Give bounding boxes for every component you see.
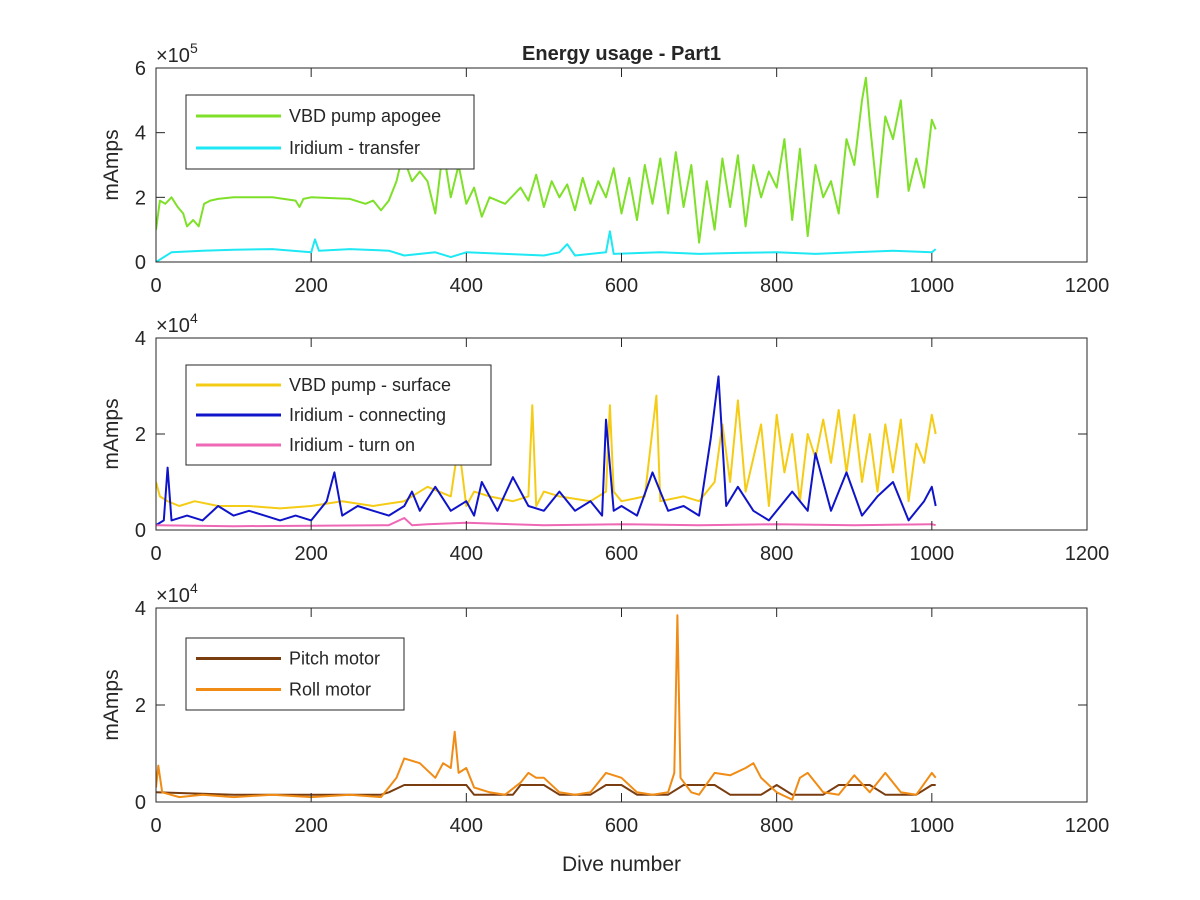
legend-entry: VBD pump apogee — [289, 106, 441, 126]
legend-entry: Iridium - transfer — [289, 138, 420, 158]
x-tick-label: 400 — [450, 815, 483, 837]
y-axis-label: mAmps — [100, 669, 123, 740]
x-tick-label: 200 — [294, 815, 327, 837]
series-line-2 — [156, 614, 937, 801]
x-axis-label: Dive number — [562, 853, 681, 876]
x-tick-label: 0 — [150, 543, 161, 565]
x-tick-label: 200 — [294, 275, 327, 297]
series-line-1 — [156, 784, 936, 796]
y-exponent-label: ×105 — [156, 40, 198, 67]
x-tick-label: 1200 — [1065, 275, 1110, 297]
subplot-1: 0 200 400 600 800 1000 1200 0 2 4 6 ×105 mAmps Energy… — [100, 40, 1109, 297]
legend-entry: Pitch motor — [289, 649, 380, 669]
series-line-1 — [156, 76, 937, 244]
legend-entry: Iridium - turn on — [289, 435, 415, 455]
y-axis-label: mAmps — [100, 129, 123, 200]
exponent-power: 4 — [190, 310, 198, 326]
exponent-base: ×10 — [156, 45, 190, 67]
x-tick-label: 600 — [605, 543, 638, 565]
y-tick-label: 6 — [135, 58, 146, 80]
x-tick-label: 600 — [605, 815, 638, 837]
x-tick-label: 0 — [150, 815, 161, 837]
x-tick-label: 1000 — [910, 815, 955, 837]
x-tick-label: 400 — [450, 275, 483, 297]
x-tick-label: 800 — [760, 815, 793, 837]
y-exponent-label: ×104 — [156, 580, 198, 607]
chart-title: Energy usage - Part1 — [522, 43, 721, 65]
y-tick-label: 0 — [135, 792, 146, 814]
series-group — [156, 76, 937, 262]
series-line-2 — [156, 230, 937, 262]
x-tick-label: 1200 — [1065, 815, 1110, 837]
legend: VBD pump - surface Iridium - connecting Ir… — [185, 364, 492, 466]
legend-entry: VBD pump - surface — [289, 375, 451, 395]
y-tick-label: 4 — [135, 328, 146, 350]
legend-entry: Iridium - connecting — [289, 405, 446, 425]
y-tick-label: 4 — [135, 123, 146, 145]
exponent-power: 5 — [190, 40, 198, 56]
legend-entry: Roll motor — [289, 680, 371, 700]
y-tick-label: 0 — [135, 252, 146, 274]
series-line-2 — [156, 375, 937, 527]
x-tick-label: 800 — [760, 543, 793, 565]
legend: Pitch motor Roll motor — [185, 637, 405, 711]
exponent-base: ×10 — [156, 315, 190, 337]
x-tick-label: 1200 — [1065, 543, 1110, 565]
y-tick-label: 2 — [135, 187, 146, 209]
x-tick-label: 400 — [450, 543, 483, 565]
x-tick-label: 0 — [150, 275, 161, 297]
y-tick-label: 2 — [135, 424, 146, 446]
x-tick-label: 1000 — [910, 543, 955, 565]
y-tick-label: 0 — [135, 520, 146, 542]
series-group — [156, 614, 937, 801]
y-axis-label: mAmps — [100, 398, 123, 469]
x-tick-label: 200 — [294, 543, 327, 565]
y-exponent-label: ×104 — [156, 310, 198, 337]
y-tick-label: 4 — [135, 598, 146, 620]
legend: VBD pump apogee Iridium - transfer — [185, 94, 475, 170]
series-line-1 — [156, 394, 937, 510]
legend-box — [185, 94, 475, 170]
exponent-power: 4 — [190, 580, 198, 596]
x-tick-label: 600 — [605, 275, 638, 297]
legend-box — [185, 637, 405, 711]
y-tick-label: 2 — [135, 695, 146, 717]
exponent-base: ×10 — [156, 585, 190, 607]
x-tick-label: 1000 — [910, 275, 955, 297]
x-tick-label: 800 — [760, 275, 793, 297]
